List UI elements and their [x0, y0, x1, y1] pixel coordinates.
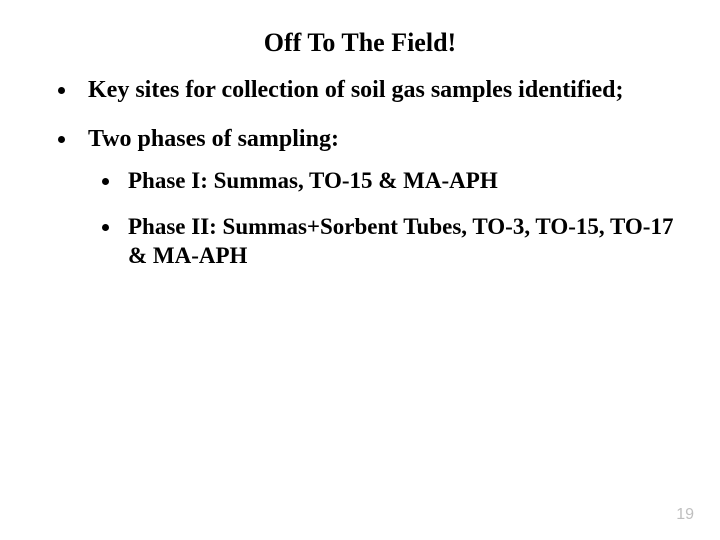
bullet-text: Key sites for collection of soil gas sam… — [88, 77, 624, 103]
slide-content: Key sites for collection of soil gas sam… — [0, 76, 720, 271]
slide-title: Off To The Field! — [0, 0, 720, 76]
page-number: 19 — [676, 506, 694, 524]
bullet-list-level2: Phase I: Summas, TO-15 & MA-APH Phase II… — [88, 167, 680, 271]
bullet-text: Phase II: Summas+Sorbent Tubes, TO-3, TO… — [128, 214, 673, 268]
bullet-item: Two phases of sampling: Phase I: Summas,… — [78, 125, 680, 271]
slide: Off To The Field! Key sites for collecti… — [0, 0, 720, 540]
bullet-text: Two phases of sampling: — [88, 126, 339, 152]
bullet-subitem: Phase I: Summas, TO-15 & MA-APH — [122, 167, 680, 196]
bullet-subitem: Phase II: Summas+Sorbent Tubes, TO-3, TO… — [122, 213, 680, 271]
bullet-item: Key sites for collection of soil gas sam… — [78, 76, 680, 105]
bullet-list-level1: Key sites for collection of soil gas sam… — [50, 76, 680, 271]
bullet-text: Phase I: Summas, TO-15 & MA-APH — [128, 168, 498, 193]
